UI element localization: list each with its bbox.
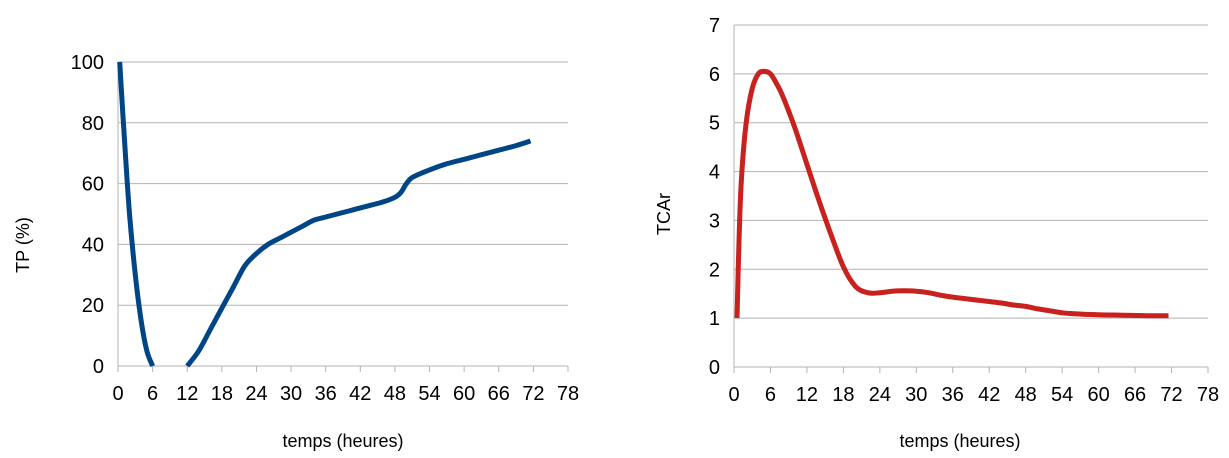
tcar-x-tick-label: 0: [728, 384, 739, 406]
tp-x-tick-label: 42: [349, 383, 371, 405]
tp-y-tick-label: 40: [82, 234, 104, 256]
tcar-y-tick-label: 3: [709, 210, 720, 232]
tp-axes: [117, 62, 569, 372]
tcar-x-tick-label: 12: [796, 384, 818, 406]
tcar-series-line-segment: [734, 68, 1169, 319]
tcar-x-tick-labels: 0 6 12 18 24 30 36 42 48 54 60 66 72 78: [728, 384, 1219, 406]
tcar-y-tick-label: 7: [709, 15, 720, 37]
tp-series-line-segment: [117, 61, 155, 367]
tp-x-tick-labels: 0 6 12 18 24 30 36 42 48 54 60 66 72 78: [112, 383, 579, 405]
tcar-x-tick-label: 72: [1160, 384, 1182, 406]
tcar-x-tick-label: 66: [1124, 384, 1146, 406]
tcar-y-tick-label: 1: [709, 308, 720, 330]
tcar-y-tick-label: 2: [709, 259, 720, 281]
tp-x-tick-label: 0: [112, 383, 123, 405]
tcar-x-tick-label: 54: [1051, 384, 1073, 406]
tp-x-tick-label: 72: [522, 383, 544, 405]
tp-y-axis-title: TP (%): [13, 217, 33, 273]
tp-x-tick-label: 66: [488, 383, 510, 405]
tp-x-tick-label: 24: [245, 383, 267, 405]
tp-x-axis-title: temps (heures): [282, 431, 403, 451]
tp-x-tick-label: 18: [211, 383, 233, 405]
tcar-x-tick-label: 60: [1087, 384, 1109, 406]
tcar-x-tick-label: 24: [869, 384, 891, 406]
tcar-series: [734, 68, 1169, 319]
tp-series: [117, 61, 532, 368]
tp-chart: 0 6 12 18 24 30 36 42 48 54 60 66 72 78 020406080100 …: [13, 52, 579, 451]
tp-x-tick-label: 60: [453, 383, 475, 405]
tcar-x-tick-label: 6: [765, 384, 776, 406]
tp-y-tick-label: 100: [71, 52, 104, 74]
tcar-y-tick-label: 6: [709, 64, 720, 86]
tp-x-tick-label: 12: [176, 383, 198, 405]
tp-y-tick-labels: 0 20 40 60 80 100: [71, 52, 104, 378]
tcar-x-tick-label: 18: [832, 384, 854, 406]
tcar-y-tick-label: 5: [709, 113, 720, 135]
tp-y-tick-label: 60: [82, 174, 104, 196]
tp-series-line-segment: [185, 138, 532, 368]
tcar-x-tick-label: 30: [905, 384, 927, 406]
tcar-x-tick-label: 42: [978, 384, 1000, 406]
tcar-y-tick-label: 4: [709, 162, 720, 184]
tp-x-tick-label: 54: [418, 383, 440, 405]
tp-x-tick-label: 78: [557, 383, 579, 405]
tcar-y-axis-title: TCAr: [654, 193, 674, 235]
tp-y-tick-label: 20: [82, 295, 104, 317]
tcar-x-tick-label: 78: [1197, 384, 1219, 406]
tcar-x-tick-label: 48: [1015, 384, 1037, 406]
tcar-y-tick-labels: 0 1 2 3 4 5 6 7: [709, 15, 720, 379]
tcar-y-tick-label: 0: [709, 357, 720, 379]
tcar-x-tick-label: 36: [942, 384, 964, 406]
tp-y-tick-label: 0: [93, 356, 104, 378]
tp-x-tick-label: 48: [384, 383, 406, 405]
tp-y-tick-label: 80: [82, 113, 104, 135]
tp-x-tick-label: 6: [147, 383, 158, 405]
tp-x-tick-label: 30: [280, 383, 302, 405]
tcar-axes: [733, 25, 1209, 373]
tcar-x-axis-title: temps (heures): [899, 431, 1020, 451]
tp-x-tick-label: 36: [315, 383, 337, 405]
